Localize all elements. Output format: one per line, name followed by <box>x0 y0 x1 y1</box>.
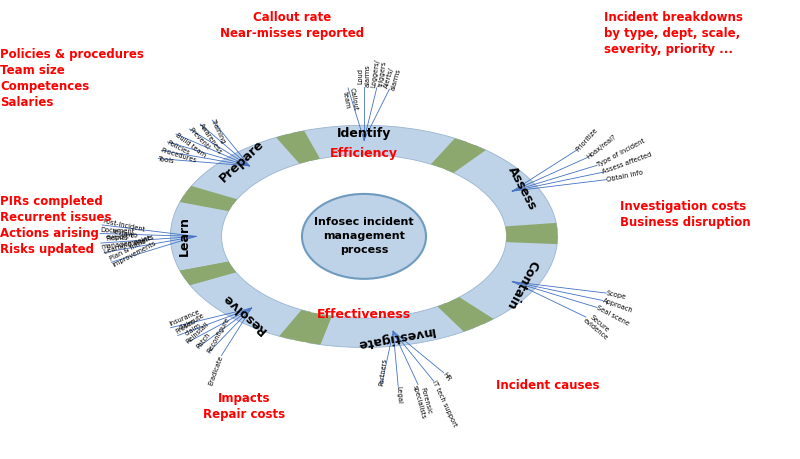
Text: Post-incident
review: Post-incident review <box>101 218 146 240</box>
Polygon shape <box>279 131 320 163</box>
Text: Loggers/
triggers: Loggers/ triggers <box>370 58 387 89</box>
Polygon shape <box>431 138 478 170</box>
Ellipse shape <box>302 194 426 279</box>
Polygon shape <box>180 262 236 285</box>
Text: Identify: Identify <box>337 127 391 140</box>
Text: IT tech support: IT tech support <box>431 380 458 428</box>
Polygon shape <box>181 186 237 210</box>
Text: Prioritize: Prioritize <box>574 126 598 152</box>
Text: Investigate: Investigate <box>355 325 435 351</box>
Text: Prepare: Prepare <box>217 137 266 185</box>
Text: Scope: Scope <box>606 290 626 300</box>
Polygon shape <box>506 229 558 244</box>
Polygon shape <box>446 146 558 232</box>
Text: Learn: Learn <box>178 216 191 257</box>
Polygon shape <box>170 195 232 278</box>
Text: Investigation costs
Business disruption: Investigation costs Business disruption <box>620 200 750 229</box>
Text: Prevent!: Prevent! <box>187 127 210 151</box>
Polygon shape <box>185 267 310 339</box>
Text: Approach: Approach <box>602 297 634 314</box>
Polygon shape <box>438 141 486 173</box>
Polygon shape <box>294 313 332 345</box>
Text: Learning points: Learning points <box>103 235 154 255</box>
Text: Tools: Tools <box>158 156 175 164</box>
Text: Resolve: Resolve <box>219 290 269 336</box>
Text: Policies & procedures
Team size
Competences
Salaries: Policies & procedures Team size Competen… <box>0 48 144 109</box>
Polygon shape <box>276 131 318 163</box>
Text: Eradicate: Eradicate <box>208 354 224 386</box>
Text: Callout
team: Callout team <box>342 87 358 112</box>
Polygon shape <box>506 223 558 238</box>
Text: Assess affected: Assess affected <box>602 151 653 175</box>
Text: Infosec incident
management
process: Infosec incident management process <box>314 218 414 255</box>
Text: Obtain info: Obtain info <box>606 169 643 183</box>
Text: Forensic
specialists: Forensic specialists <box>412 383 434 420</box>
Text: Type of incident: Type of incident <box>596 138 646 168</box>
Text: Loud
alarms: Loud alarms <box>358 64 370 87</box>
Polygon shape <box>444 297 494 329</box>
Text: Partners: Partners <box>378 358 388 386</box>
Text: Effectiveness: Effectiveness <box>317 308 411 321</box>
Text: Reconfigure: Reconfigure <box>206 316 231 353</box>
Polygon shape <box>180 262 236 285</box>
Polygon shape <box>180 188 236 211</box>
Text: PIRs completed
Recurrent issues
Actions arising
Risks updated: PIRs completed Recurrent issues Actions … <box>0 195 111 256</box>
Text: Report to
management: Report to management <box>100 231 146 250</box>
Polygon shape <box>279 310 320 342</box>
Text: Prosecute
claim: Prosecute claim <box>174 312 209 341</box>
Text: Build team: Build team <box>174 132 206 158</box>
Text: Incident breakdowns
by type, dept, scale,
severity, priority ...: Incident breakdowns by type, dept, scale… <box>604 11 743 56</box>
Text: Procedures: Procedures <box>161 148 198 164</box>
Text: Callout rate
Near-misses reported: Callout rate Near-misses reported <box>220 11 364 40</box>
Text: Insurance
claim: Insurance claim <box>168 309 203 334</box>
Text: HR: HR <box>441 371 451 382</box>
Text: Efficiency: Efficiency <box>330 147 398 160</box>
Text: Training: Training <box>210 119 226 146</box>
Text: Contain: Contain <box>504 258 541 312</box>
Text: Policies: Policies <box>166 139 191 156</box>
Text: Seal scene: Seal scene <box>596 305 630 327</box>
Text: Impacts
Repair costs: Impacts Repair costs <box>203 392 285 421</box>
Text: Awareness: Awareness <box>198 123 222 156</box>
Polygon shape <box>452 236 558 324</box>
Text: Alerts/
alarms: Alerts/ alarms <box>383 66 402 91</box>
Polygon shape <box>438 300 486 331</box>
Text: Hoax/real?: Hoax/real? <box>586 133 618 160</box>
Text: Plan & initiate
improvements: Plan & initiate improvements <box>108 234 157 268</box>
Text: Legal: Legal <box>395 386 402 404</box>
Text: Patch: Patch <box>195 331 211 350</box>
Text: Reinstall: Reinstall <box>185 321 210 345</box>
Text: Document
events: Document events <box>100 227 134 242</box>
Text: Assess: Assess <box>506 164 539 212</box>
Polygon shape <box>186 134 308 204</box>
Text: Secure
evidence: Secure evidence <box>582 312 614 341</box>
Polygon shape <box>307 303 475 347</box>
Text: Incident causes: Incident causes <box>496 379 600 392</box>
Polygon shape <box>291 125 466 167</box>
